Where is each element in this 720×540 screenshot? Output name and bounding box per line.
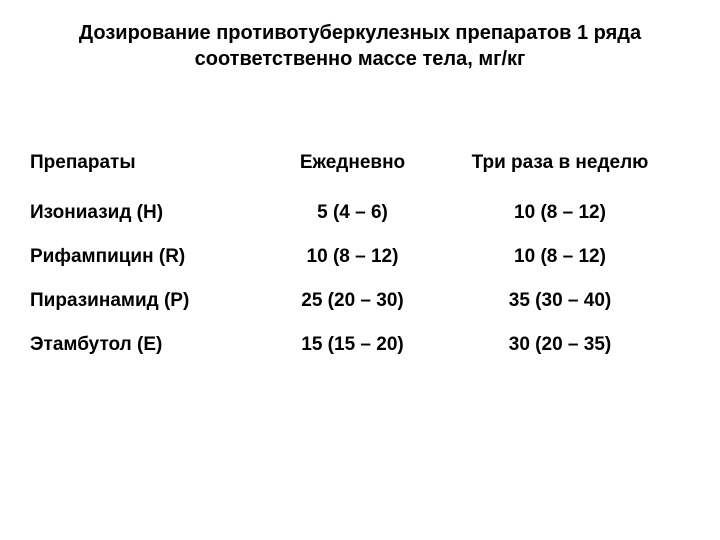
dose-daily: 5 (4 – 6) xyxy=(265,202,440,224)
dose-weekly: 10 (8 – 12) xyxy=(440,246,680,268)
table-row: Рифампицин (R) 10 (8 – 12) 10 (8 – 12) xyxy=(30,246,690,268)
header-daily: Ежедневно xyxy=(265,152,440,174)
table-row: Этамбутол (Е) 15 (15 – 20) 30 (20 – 35) xyxy=(30,334,690,356)
page-title: Дозирование противотуберкулезных препара… xyxy=(30,20,690,72)
drug-name: Рифампицин (R) xyxy=(30,246,265,268)
header-thrice-weekly: Три раза в неделю xyxy=(440,152,680,174)
dosage-table: Препараты Ежедневно Три раза в неделю Из… xyxy=(30,152,690,356)
dose-weekly: 10 (8 – 12) xyxy=(440,202,680,224)
drug-name: Этамбутол (Е) xyxy=(30,334,265,356)
dose-weekly: 30 (20 – 35) xyxy=(440,334,680,356)
table-row: Пиразинамид (Р) 25 (20 – 30) 35 (30 – 40… xyxy=(30,290,690,312)
dose-weekly: 35 (30 – 40) xyxy=(440,290,680,312)
dose-daily: 10 (8 – 12) xyxy=(265,246,440,268)
drug-name: Пиразинамид (Р) xyxy=(30,290,265,312)
dose-daily: 25 (20 – 30) xyxy=(265,290,440,312)
table-row: Изониазид (Н) 5 (4 – 6) 10 (8 – 12) xyxy=(30,202,690,224)
table-header-row: Препараты Ежедневно Три раза в неделю xyxy=(30,152,690,174)
header-drugs: Препараты xyxy=(30,152,265,174)
dose-daily: 15 (15 – 20) xyxy=(265,334,440,356)
drug-name: Изониазид (Н) xyxy=(30,202,265,224)
